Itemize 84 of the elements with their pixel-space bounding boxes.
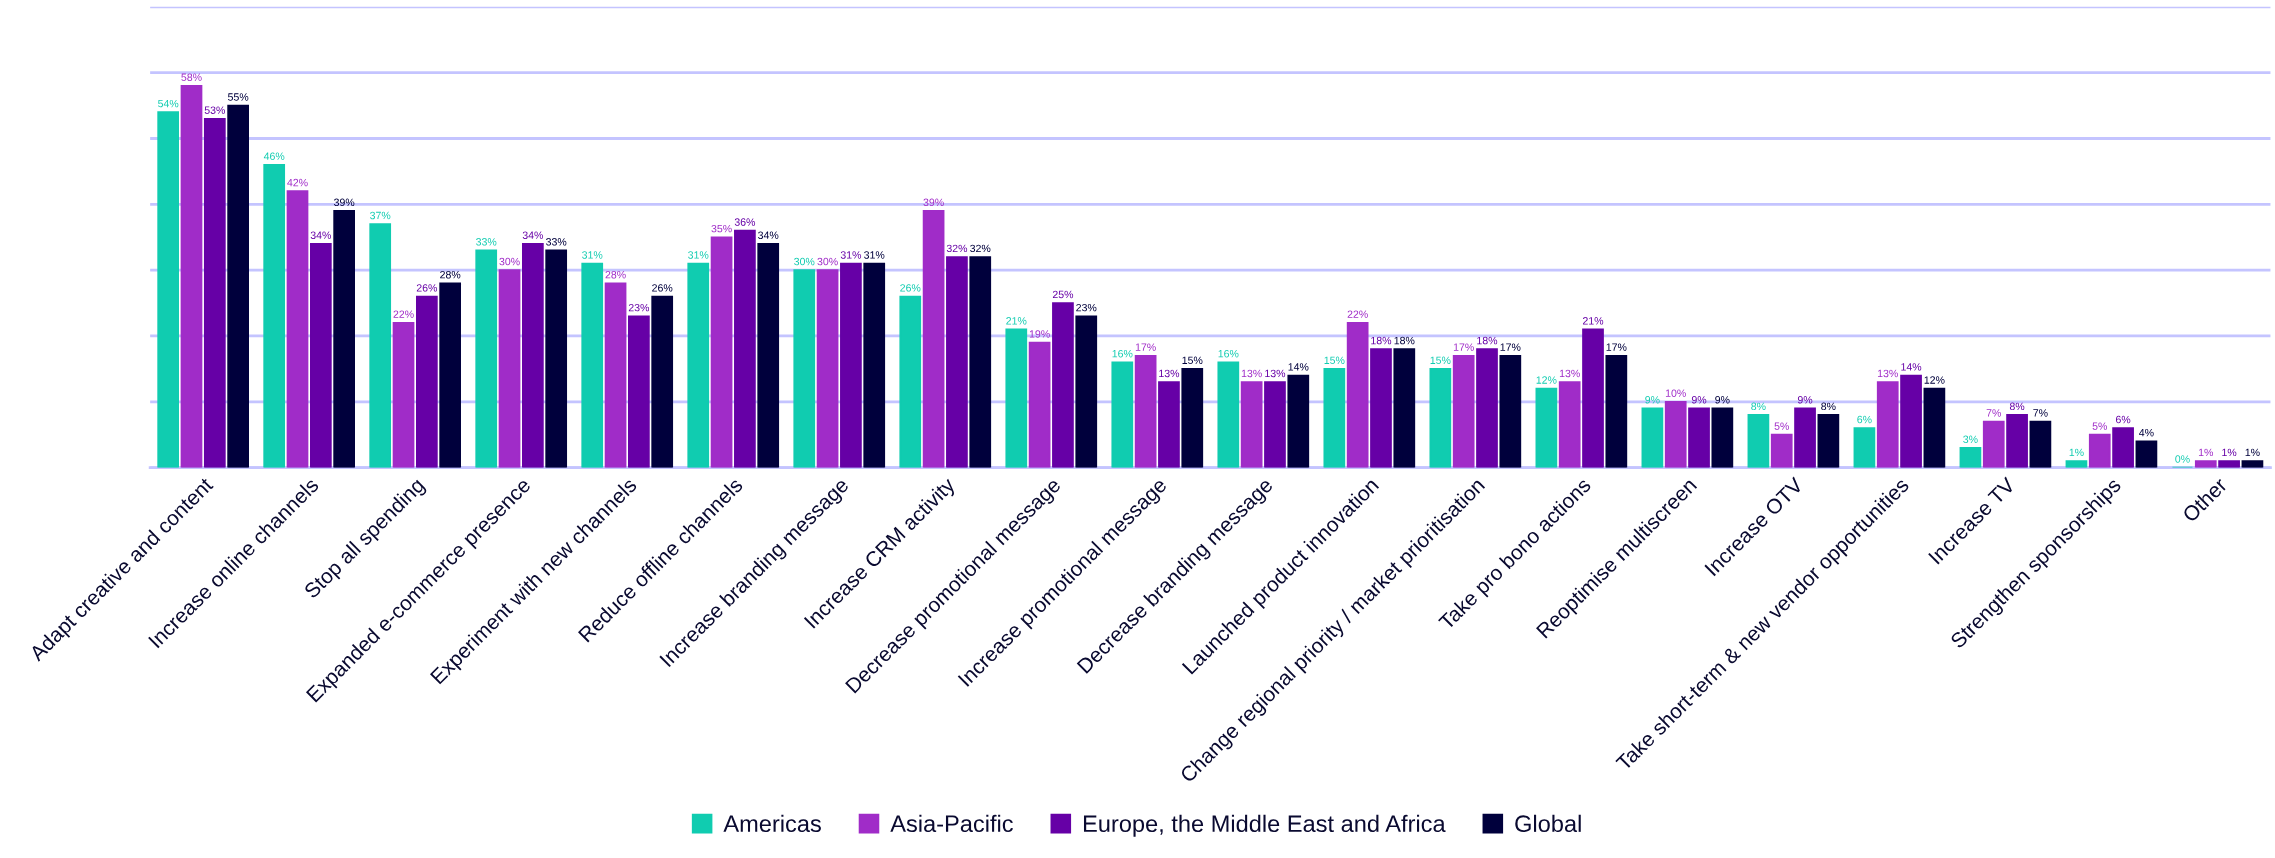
data-label: 5% <box>1774 422 1789 430</box>
data-label: 33% <box>476 238 497 246</box>
data-label: 22% <box>393 310 414 318</box>
data-label: 31% <box>688 251 709 259</box>
data-label: 3% <box>1963 435 1978 443</box>
data-label: 30% <box>499 257 520 266</box>
data-label: 13% <box>1559 369 1580 378</box>
data-label: 9% <box>1645 396 1660 404</box>
data-label: 6% <box>1857 415 1872 424</box>
data-label: 23% <box>628 303 650 312</box>
data-label: 10% <box>1665 389 1686 397</box>
data-label: 35% <box>711 224 732 233</box>
data-label: 31% <box>864 251 885 259</box>
data-label: 17% <box>1453 343 1474 351</box>
data-label: 8% <box>1751 402 1766 411</box>
data-label: 19% <box>1029 330 1050 338</box>
data-label: 1% <box>2069 448 2084 457</box>
data-label: 18% <box>1371 336 1392 345</box>
data-label: 9% <box>1691 396 1707 404</box>
data-label: 21% <box>1582 317 1604 325</box>
data-label: 17% <box>1500 343 1521 351</box>
data-label: 22% <box>1347 310 1368 318</box>
data-label: 31% <box>840 251 862 259</box>
data-label: 26% <box>416 284 438 292</box>
data-label: 21% <box>1006 317 1027 325</box>
data-label: 12% <box>1536 376 1557 384</box>
data-label: 8% <box>2009 402 2025 411</box>
data-label: 36% <box>734 218 756 226</box>
data-label: 0% <box>2175 455 2190 463</box>
data-label: 7% <box>1986 409 2001 417</box>
data-label: 8% <box>1821 402 1836 411</box>
data-label: 23% <box>1076 303 1097 312</box>
data-label: 14% <box>1288 363 1309 371</box>
data-label: 42% <box>287 178 308 187</box>
data-label: 13% <box>1159 369 1180 378</box>
data-label: 58% <box>181 73 202 81</box>
data-label: 28% <box>440 270 461 279</box>
data-label: 1% <box>2198 448 2214 457</box>
data-label: 39% <box>334 198 355 207</box>
data-label: 5% <box>2092 422 2108 430</box>
data-label: 13% <box>1241 369 1262 378</box>
legend-label: Europe, the Middle East and Africa <box>1083 814 1446 837</box>
legend-label: Global <box>1515 814 1581 833</box>
data-label: 15% <box>1182 356 1203 365</box>
legend-label: Asia-Pacific <box>890 814 1013 833</box>
data-label: 26% <box>652 284 673 292</box>
data-label: 31% <box>582 251 603 259</box>
data-label: 4% <box>2139 428 2154 437</box>
data-label: 7% <box>2033 409 2048 417</box>
data-label: 32% <box>970 244 991 253</box>
data-label: 30% <box>794 257 815 266</box>
data-label: 53% <box>204 106 226 114</box>
data-label: 54% <box>158 99 179 108</box>
data-label: 13% <box>1265 369 1286 378</box>
data-label: 17% <box>1135 343 1156 351</box>
data-label: 39% <box>923 198 944 207</box>
data-label: 26% <box>900 284 921 292</box>
data-label: 6% <box>2116 415 2131 424</box>
data-label: 30% <box>817 257 838 266</box>
data-label: 25% <box>1052 290 1074 299</box>
data-label: 32% <box>946 244 968 253</box>
legend-label: Americas <box>723 814 821 833</box>
data-label: 55% <box>228 93 249 101</box>
data-label: 18% <box>1477 336 1498 345</box>
data-label: 17% <box>1606 343 1627 351</box>
data-label: 33% <box>546 238 567 246</box>
data-label: 16% <box>1112 349 1133 358</box>
data-label: 28% <box>605 270 626 279</box>
data-label: 34% <box>310 231 332 239</box>
data-label: 14% <box>1901 363 1922 371</box>
data-label: 37% <box>370 211 391 220</box>
data-label: 9% <box>1715 396 1730 404</box>
data-label: 34% <box>758 231 779 239</box>
data-label: 1% <box>2245 448 2260 457</box>
data-label: 12% <box>1924 376 1945 384</box>
data-label: 15% <box>1430 356 1451 365</box>
data-label: 46% <box>263 152 285 160</box>
data-label: 13% <box>1877 369 1898 378</box>
data-label: 1% <box>2222 448 2237 457</box>
data-label: 34% <box>522 231 544 239</box>
data-label: 18% <box>1394 336 1415 345</box>
data-label: 16% <box>1218 349 1239 358</box>
data-label: 9% <box>1797 396 1813 404</box>
data-label: 15% <box>1324 356 1345 365</box>
